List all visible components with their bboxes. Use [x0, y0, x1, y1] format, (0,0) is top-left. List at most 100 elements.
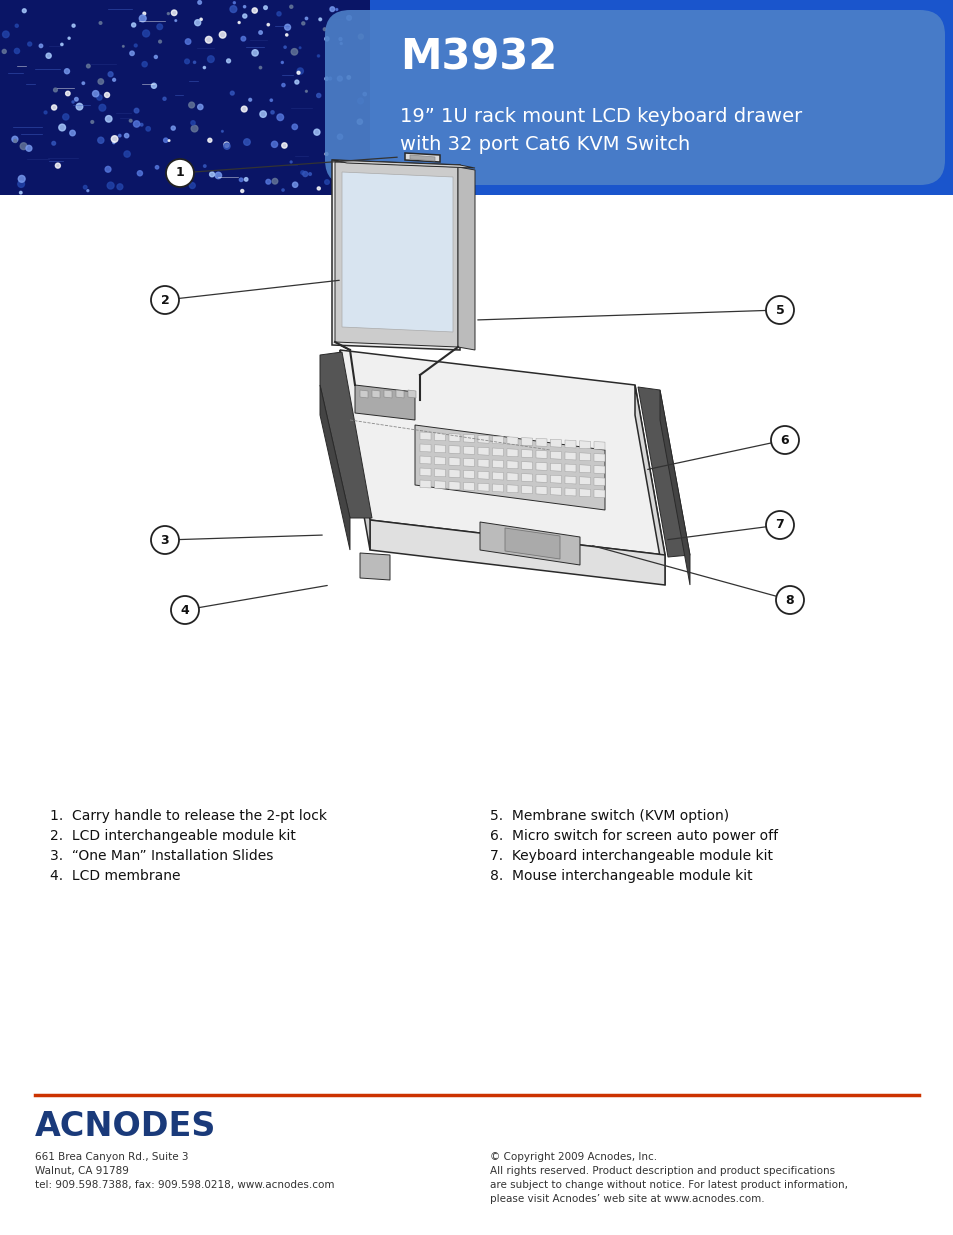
Circle shape: [362, 179, 367, 183]
Polygon shape: [536, 438, 546, 446]
Text: ACNODES: ACNODES: [35, 1110, 216, 1144]
Circle shape: [337, 77, 342, 82]
Polygon shape: [564, 440, 576, 448]
Polygon shape: [578, 489, 590, 496]
Circle shape: [61, 43, 63, 46]
Circle shape: [146, 127, 151, 131]
Circle shape: [221, 131, 223, 132]
Circle shape: [243, 138, 250, 146]
Circle shape: [299, 47, 300, 48]
Polygon shape: [479, 522, 579, 564]
Circle shape: [152, 83, 156, 89]
Polygon shape: [370, 520, 664, 585]
Circle shape: [244, 178, 248, 182]
Circle shape: [329, 77, 332, 80]
Polygon shape: [405, 153, 439, 162]
Circle shape: [112, 136, 118, 142]
Polygon shape: [434, 457, 445, 464]
Circle shape: [323, 28, 326, 31]
Circle shape: [68, 37, 71, 40]
Circle shape: [59, 125, 66, 131]
Circle shape: [179, 159, 185, 165]
Polygon shape: [463, 435, 474, 442]
Circle shape: [775, 585, 803, 614]
Circle shape: [249, 99, 252, 101]
Polygon shape: [341, 172, 453, 332]
Circle shape: [205, 36, 212, 43]
Polygon shape: [434, 432, 445, 441]
Circle shape: [194, 20, 200, 26]
Circle shape: [224, 143, 230, 149]
Circle shape: [53, 88, 57, 91]
Circle shape: [259, 111, 266, 117]
Circle shape: [163, 98, 166, 100]
Polygon shape: [578, 477, 590, 485]
Circle shape: [98, 79, 104, 84]
Text: 2: 2: [160, 294, 170, 306]
Circle shape: [281, 84, 285, 86]
Text: 5: 5: [775, 304, 783, 316]
Text: 19” 1U rack mount LCD keyboard drawer
with 32 port Cat6 KVM Switch: 19” 1U rack mount LCD keyboard drawer wi…: [399, 106, 801, 153]
Polygon shape: [492, 436, 503, 445]
Polygon shape: [419, 480, 431, 488]
Polygon shape: [594, 489, 604, 498]
Circle shape: [132, 23, 135, 27]
Circle shape: [169, 169, 175, 177]
Text: All rights reserved. Product description and product specifications: All rights reserved. Product description…: [490, 1166, 834, 1176]
Text: 7: 7: [775, 519, 783, 531]
Text: 1.  Carry handle to release the 2-pt lock: 1. Carry handle to release the 2-pt lock: [50, 809, 327, 823]
Circle shape: [314, 130, 319, 135]
Circle shape: [174, 20, 176, 21]
Circle shape: [139, 15, 146, 22]
Circle shape: [96, 95, 102, 100]
Text: 4: 4: [180, 604, 190, 616]
Circle shape: [76, 104, 83, 110]
Circle shape: [330, 6, 335, 11]
Circle shape: [284, 25, 291, 30]
Circle shape: [208, 56, 214, 63]
Polygon shape: [332, 161, 459, 350]
Circle shape: [258, 31, 262, 35]
Polygon shape: [506, 485, 517, 493]
Text: 3.  “One Man” Installation Slides: 3. “One Man” Installation Slides: [50, 848, 274, 863]
Circle shape: [284, 46, 286, 48]
Circle shape: [363, 93, 366, 96]
Circle shape: [107, 182, 114, 189]
Polygon shape: [536, 474, 546, 483]
Circle shape: [39, 44, 43, 48]
Circle shape: [219, 31, 226, 38]
Circle shape: [243, 6, 246, 7]
Circle shape: [14, 48, 19, 53]
Polygon shape: [339, 350, 370, 550]
Circle shape: [317, 186, 320, 190]
Polygon shape: [434, 469, 445, 477]
Circle shape: [340, 42, 342, 44]
Circle shape: [358, 162, 363, 167]
Circle shape: [118, 135, 121, 137]
Polygon shape: [594, 466, 604, 473]
Circle shape: [263, 6, 267, 10]
Text: 7.  Keyboard interchangeable module kit: 7. Keyboard interchangeable module kit: [490, 848, 772, 863]
Circle shape: [272, 178, 277, 184]
Circle shape: [770, 426, 799, 454]
Circle shape: [301, 22, 305, 25]
Polygon shape: [492, 484, 503, 492]
Polygon shape: [339, 350, 664, 555]
Circle shape: [99, 22, 102, 25]
Circle shape: [63, 114, 69, 120]
Circle shape: [13, 140, 17, 142]
Circle shape: [305, 17, 308, 20]
Circle shape: [134, 44, 137, 47]
Polygon shape: [419, 432, 431, 440]
Circle shape: [233, 1, 235, 4]
Circle shape: [87, 190, 89, 191]
Polygon shape: [408, 390, 416, 398]
Circle shape: [189, 103, 194, 107]
Circle shape: [208, 138, 212, 142]
Circle shape: [765, 296, 793, 324]
Circle shape: [112, 142, 114, 143]
Polygon shape: [550, 475, 561, 483]
Polygon shape: [638, 387, 689, 557]
Polygon shape: [536, 462, 546, 471]
Polygon shape: [536, 487, 546, 494]
